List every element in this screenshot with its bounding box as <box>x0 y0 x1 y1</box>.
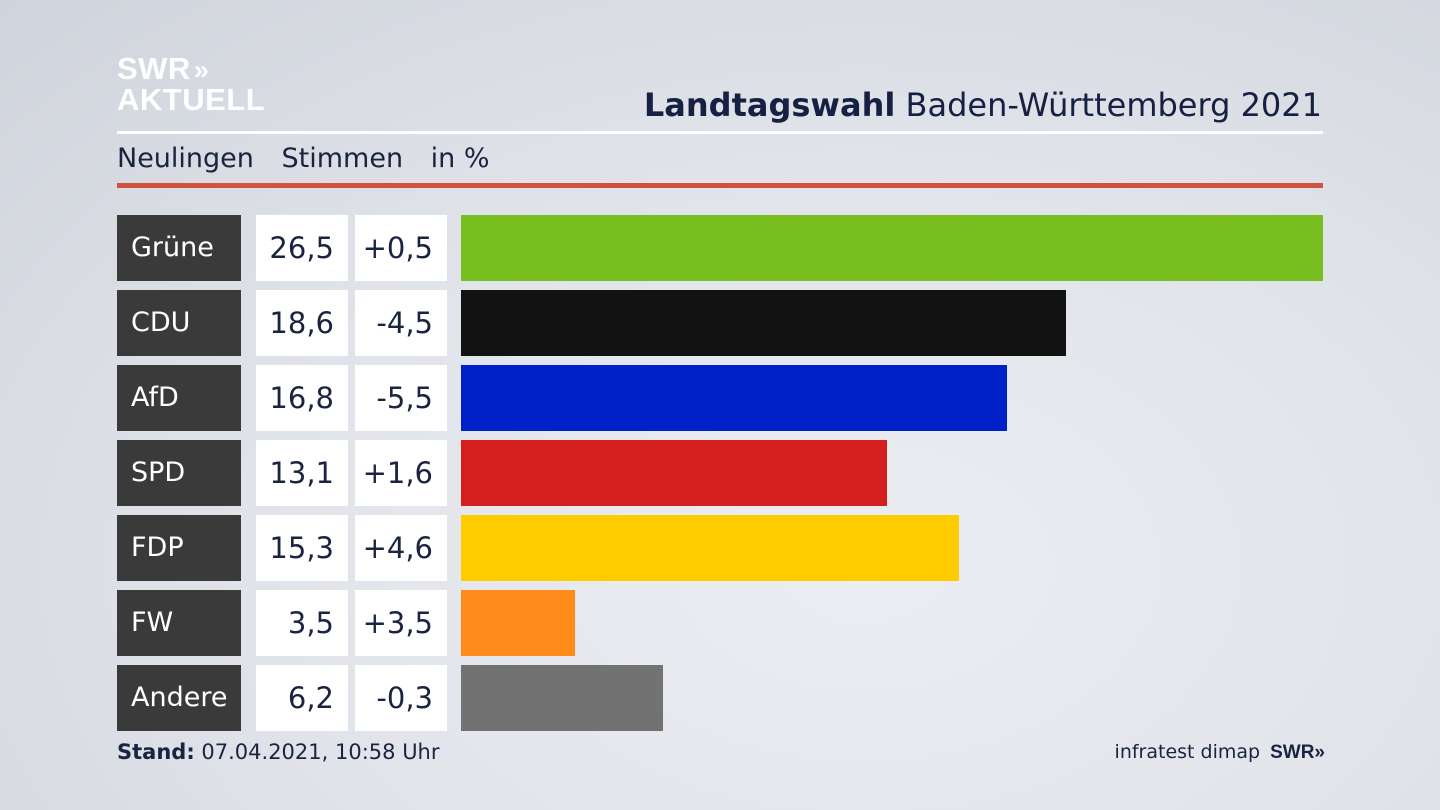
party-label: CDU <box>117 290 241 356</box>
vote-share-label: 18,6 <box>256 290 348 356</box>
stand-value: 07.04.2021, 10:58 Uhr <box>201 740 440 764</box>
subtitle-segment: Neulingen <box>117 143 254 174</box>
subtitle-unit: in % <box>430 143 490 174</box>
chart-row: FW 3,5 +3,5 <box>117 590 1323 656</box>
chart-row: CDU 18,6 -4,5 <box>117 290 1323 356</box>
vote-share-label: 3,5 <box>256 590 348 656</box>
bar <box>461 365 1007 431</box>
change-label: +0,5 <box>355 215 447 281</box>
bar <box>461 515 959 581</box>
bar <box>461 665 663 731</box>
bar <box>461 215 1323 281</box>
party-label: Grüne <box>117 215 241 281</box>
logo-arrows-icon: » <box>193 55 209 85</box>
change-label: -0,3 <box>355 665 447 731</box>
vote-share-label: 26,5 <box>256 215 348 281</box>
chart-row: Grüne 26,5 +0,5 <box>117 215 1323 281</box>
brand-arrows-icon: » <box>1314 742 1324 763</box>
title-rest: Baden-Württemberg 2021 <box>905 86 1323 124</box>
vote-share-label: 15,3 <box>256 515 348 581</box>
change-label: +3,5 <box>355 590 447 656</box>
page-title: Landtagswahl Baden-Württemberg 2021 <box>644 86 1322 124</box>
vote-share-label: 13,1 <box>256 440 348 506</box>
vote-share-label: 6,2 <box>256 665 348 731</box>
party-label: FDP <box>117 515 241 581</box>
swr-brand-logo: SWR» <box>1270 742 1325 763</box>
chart-row: Andere 6,2 -0,3 <box>117 665 1323 731</box>
timestamp: Stand: 07.04.2021, 10:58 Uhr <box>117 740 440 764</box>
bar <box>461 290 1066 356</box>
vote-share-label: 16,8 <box>256 365 348 431</box>
bar <box>461 590 575 656</box>
logo-line2: AKTUELL <box>117 82 266 117</box>
chart-row: SPD 13,1 +1,6 <box>117 440 1323 506</box>
swr-aktuell-logo: SWR» AKTUELL <box>117 51 266 117</box>
chart-subtitle: Neulingen Stimmen in % <box>117 143 509 174</box>
logo-line1: SWR <box>117 51 191 86</box>
party-label: AfD <box>117 365 241 431</box>
change-label: +4,6 <box>355 515 447 581</box>
stand-label: Stand: <box>117 740 195 764</box>
title-bold: Landtagswahl <box>643 86 896 124</box>
chart-row: AfD 16,8 -5,5 <box>117 365 1323 431</box>
party-label: FW <box>117 590 241 656</box>
header-divider <box>117 131 1323 134</box>
accent-divider <box>117 183 1323 188</box>
party-label: SPD <box>117 440 241 506</box>
chart-row: FDP 15,3 +4,6 <box>117 515 1323 581</box>
change-label: -4,5 <box>355 290 447 356</box>
bar <box>461 440 887 506</box>
party-label: Andere <box>117 665 241 731</box>
brand-text: SWR <box>1270 742 1315 763</box>
source-label: infratest dimap <box>1114 741 1261 763</box>
source-credit: infratest dimap SWR» <box>1114 741 1325 764</box>
subtitle-measure: Stimmen <box>281 143 404 174</box>
change-label: -5,5 <box>355 365 447 431</box>
change-label: +1,6 <box>355 440 447 506</box>
